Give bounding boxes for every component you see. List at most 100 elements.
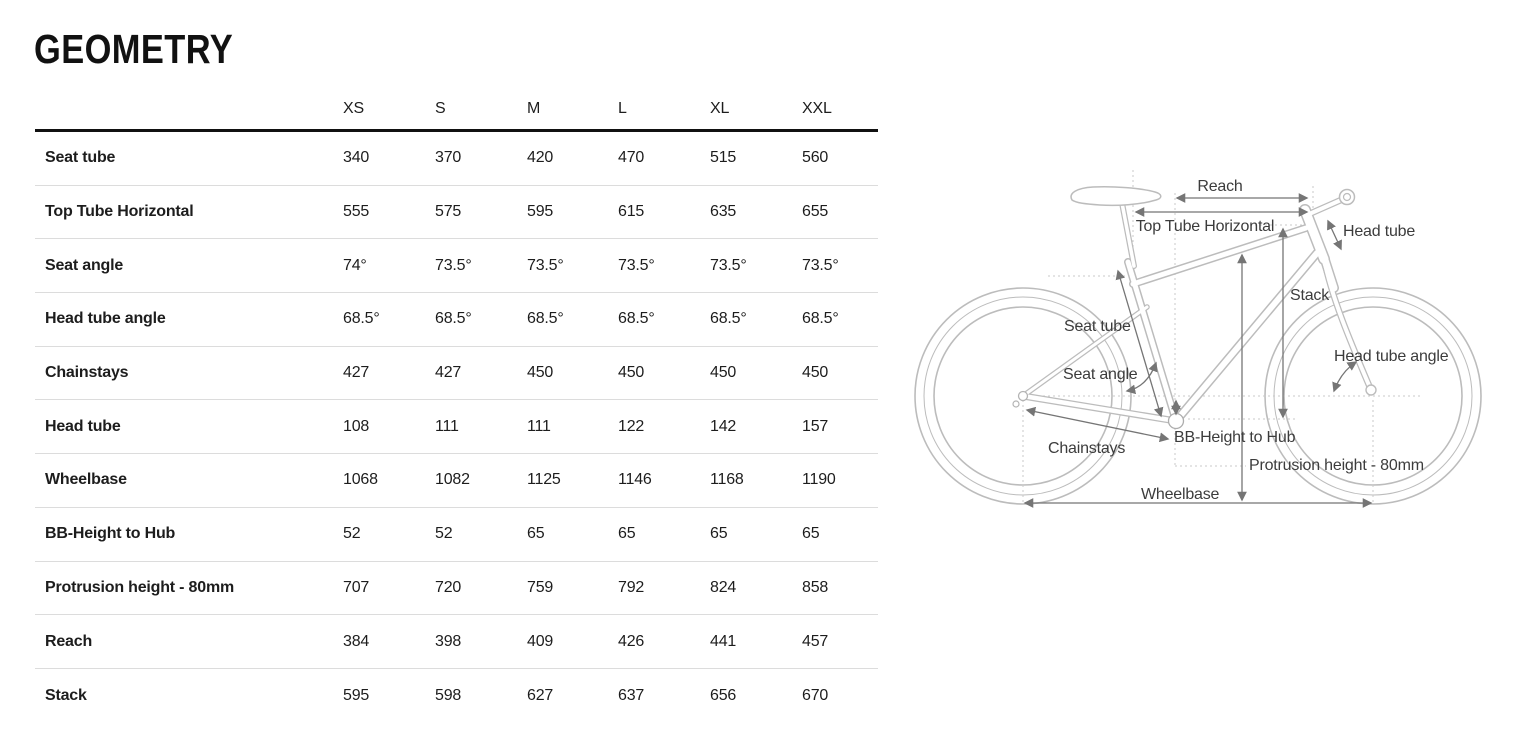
cell-value: 73.5° bbox=[802, 256, 839, 274]
cell-value: 560 bbox=[802, 149, 829, 167]
protrusion-height-label: Protrusion height - 80mm bbox=[1249, 457, 1424, 474]
cell-value: 595 bbox=[343, 686, 370, 704]
cell-value: 65 bbox=[710, 525, 728, 543]
top-tube-horizontal-label: Top Tube Horizontal bbox=[1136, 218, 1275, 235]
cell-value: 111 bbox=[527, 417, 551, 435]
cell-value: 384 bbox=[343, 632, 370, 650]
cell-value: 68.5° bbox=[618, 310, 655, 328]
bb-height-to-hub-label: BB-Height to Hub bbox=[1174, 429, 1296, 446]
cell-value: 595 bbox=[527, 203, 554, 221]
head-tube-arrow bbox=[1327, 219, 1342, 251]
chainstays-arrow bbox=[1025, 406, 1170, 443]
table-row: Head tube 108 111 111 122 142 157 bbox=[35, 400, 878, 455]
table-row: Top Tube Horizontal 555 575 595 615 635 … bbox=[35, 186, 878, 240]
cell-value: 420 bbox=[527, 149, 554, 167]
rear-hub bbox=[1012, 390, 1029, 408]
cell-value: 1125 bbox=[527, 471, 561, 489]
size-header-s: S bbox=[435, 99, 446, 117]
cell-value: 1146 bbox=[618, 471, 652, 489]
row-label: Wheelbase bbox=[45, 471, 127, 489]
cell-value: 65 bbox=[802, 525, 820, 543]
cell-value: 792 bbox=[618, 578, 645, 596]
cell-value: 73.5° bbox=[618, 256, 655, 274]
cell-value: 655 bbox=[802, 203, 829, 221]
cell-value: 635 bbox=[710, 203, 737, 221]
cell-value: 1068 bbox=[343, 471, 378, 489]
cell-value: 65 bbox=[527, 525, 545, 543]
head-tube-angle-arc bbox=[1332, 361, 1358, 393]
seat-tube-label: Seat tube bbox=[1064, 318, 1131, 335]
cell-value: 457 bbox=[802, 632, 829, 650]
chainstays-label: Chainstays bbox=[1048, 440, 1125, 457]
cell-value: 824 bbox=[710, 578, 737, 596]
table-row: Stack 595 598 627 637 656 670 bbox=[35, 669, 878, 723]
reach-label: Reach bbox=[1197, 178, 1242, 195]
row-label: Protrusion height - 80mm bbox=[45, 578, 234, 596]
cell-value: 670 bbox=[802, 686, 829, 704]
geometry-table: XS S M L XL XXL Seat tube 340 370 420 47… bbox=[35, 88, 878, 723]
page-title: GEOMETRY bbox=[34, 26, 234, 72]
table-row: Seat angle 74° 73.5° 73.5° 73.5° 73.5° 7… bbox=[35, 239, 878, 294]
cell-value: 707 bbox=[343, 578, 370, 596]
cell-value: 68.5° bbox=[435, 310, 472, 328]
row-label: Reach bbox=[45, 632, 93, 650]
handlebar-grip bbox=[1338, 188, 1356, 206]
cell-value: 73.5° bbox=[435, 256, 472, 274]
cell-value: 73.5° bbox=[710, 256, 747, 274]
head-tube-label: Head tube bbox=[1343, 223, 1415, 240]
cell-value: 627 bbox=[527, 686, 554, 704]
cell-value: 68.5° bbox=[343, 310, 380, 328]
cell-value: 637 bbox=[618, 686, 645, 704]
size-header-xxl: XXL bbox=[802, 99, 832, 117]
seat-angle-label: Seat angle bbox=[1063, 366, 1138, 383]
cell-value: 122 bbox=[618, 417, 645, 435]
cell-value: 1190 bbox=[802, 471, 836, 489]
cell-value: 858 bbox=[802, 578, 829, 596]
dimension-arrows bbox=[1023, 193, 1373, 508]
cell-value: 1168 bbox=[710, 471, 744, 489]
table-row: Wheelbase 1068 1082 1125 1146 1168 1190 bbox=[35, 454, 878, 508]
table-row: Chainstays 427 427 450 450 450 450 bbox=[35, 347, 878, 401]
cell-value: 450 bbox=[618, 364, 645, 382]
row-label: Top Tube Horizontal bbox=[45, 203, 194, 221]
cell-value: 450 bbox=[802, 364, 829, 382]
size-header-m: M bbox=[527, 99, 541, 117]
row-label: Seat angle bbox=[45, 256, 124, 274]
row-label: Seat tube bbox=[45, 149, 116, 167]
cell-value: 450 bbox=[710, 364, 737, 382]
cell-value: 111 bbox=[435, 417, 459, 435]
cell-value: 68.5° bbox=[802, 310, 839, 328]
head-tube-angle-label: Head tube angle bbox=[1334, 348, 1449, 365]
cell-value: 65 bbox=[618, 525, 636, 543]
cell-value: 409 bbox=[527, 632, 554, 650]
cell-value: 340 bbox=[343, 149, 370, 167]
table-row: Head tube angle 68.5° 68.5° 68.5° 68.5° … bbox=[35, 293, 878, 347]
saddle bbox=[1070, 186, 1162, 207]
cell-value: 555 bbox=[343, 203, 370, 221]
cell-value: 575 bbox=[435, 203, 462, 221]
size-header-xl: XL bbox=[710, 99, 730, 117]
table-row: Protrusion height - 80mm 707 720 759 792… bbox=[35, 562, 878, 616]
row-label: Stack bbox=[45, 686, 87, 704]
table-row: BB-Height to Hub 52 52 65 65 65 65 bbox=[35, 508, 878, 562]
cell-value: 73.5° bbox=[527, 256, 564, 274]
stack-label: Stack bbox=[1290, 287, 1330, 304]
bike-geometry-diagram: Reach Top Tube Horizontal Head tube Stac… bbox=[914, 170, 1482, 508]
row-label: BB-Height to Hub bbox=[45, 525, 176, 543]
cell-value: 52 bbox=[343, 525, 361, 543]
bottom-bracket bbox=[1167, 412, 1185, 430]
cell-value: 52 bbox=[435, 525, 453, 543]
cell-value: 108 bbox=[343, 417, 370, 435]
row-label: Head tube bbox=[45, 417, 121, 435]
seat-angle-arc bbox=[1125, 361, 1158, 395]
cell-value: 142 bbox=[710, 417, 737, 435]
cell-value: 450 bbox=[527, 364, 554, 382]
cell-value: 759 bbox=[527, 578, 554, 596]
cell-value: 427 bbox=[343, 364, 370, 382]
table-row: Reach 384 398 409 426 441 457 bbox=[35, 615, 878, 669]
cell-value: 720 bbox=[435, 578, 462, 596]
cell-value: 515 bbox=[710, 149, 737, 167]
cell-value: 370 bbox=[435, 149, 462, 167]
front-dropout bbox=[1365, 384, 1377, 396]
cell-value: 427 bbox=[435, 364, 462, 382]
